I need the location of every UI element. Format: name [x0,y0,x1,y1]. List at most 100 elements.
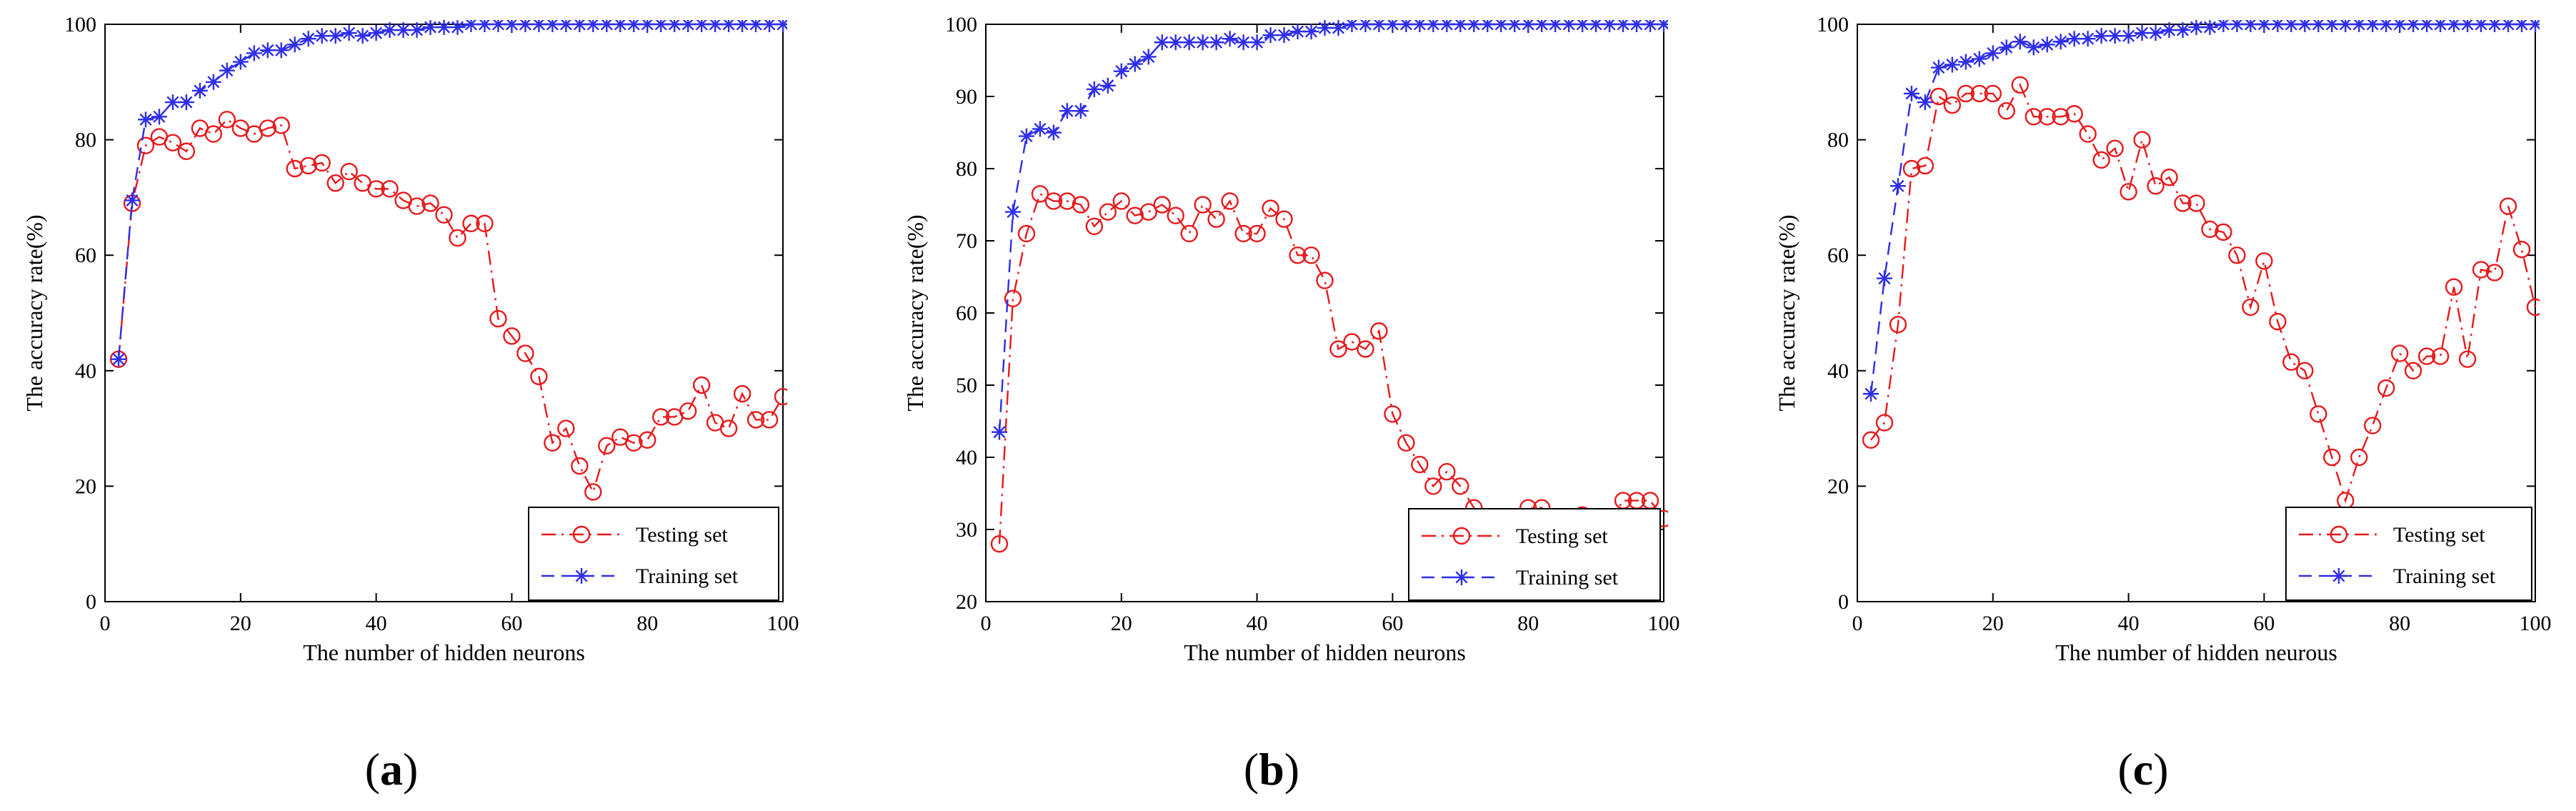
data-point [1181,34,1197,51]
legend: Testing set Training set [528,507,779,601]
asterisk-stroke [1169,36,1182,49]
data-point [2215,223,2232,242]
data-point [1642,20,1659,32]
data-point [774,387,787,406]
data-point [626,20,642,32]
data-point [1876,270,1892,287]
asterisk-stroke [749,20,762,31]
asterisk-stroke [1156,36,1169,49]
data-point [178,94,194,111]
data-point [2458,350,2477,368]
asterisk-stroke [2298,20,2311,31]
data-point [2283,20,2300,32]
asterisk-stroke [1304,25,1318,38]
data-point [1439,20,1455,32]
data-point [2499,197,2517,215]
asterisk-stroke [682,20,694,31]
data-point [2351,20,2367,32]
data-point [2134,25,2150,41]
asterisk-stroke [2312,20,2325,31]
data-point [313,154,331,172]
asterisk-stroke [1386,20,1399,31]
asterisk-stroke [1960,55,1972,69]
data-point [2052,108,2070,126]
data-point [503,327,521,345]
data-point [2160,168,2178,186]
asterisk-stroke [1020,130,1033,143]
data-point [2487,20,2503,32]
data-point [1153,196,1171,214]
data-point [571,457,589,475]
y-tick-label: 90 [956,85,977,109]
y-tick-label: 100 [64,13,96,36]
data-point [584,483,602,501]
panel-a: 0 20 40 60 80 100 0 20 40 60 80 100 The number of hi… [21,13,799,795]
legend-box [1408,508,1661,601]
data-point [2052,34,2069,50]
asterisk-stroke [1535,20,1547,31]
data-point [1289,247,1307,264]
asterisk-stroke [1987,46,2000,59]
data-point [571,20,588,32]
panel-label: (b) [1244,744,1299,795]
asterisk-stroke [1210,36,1223,49]
asterisk-stroke [1034,122,1047,135]
data-point [1085,217,1104,235]
data-point [2256,20,2272,32]
asterisk-stroke [1905,87,1918,100]
data-point [449,20,466,36]
asterisk-stroke [126,194,139,207]
asterisk-stroke [519,20,531,31]
data-point [1126,207,1144,224]
data-point [517,20,534,32]
panel-label: (a) [365,744,419,795]
y-tick-label: 70 [956,229,977,253]
data-point [1930,59,1947,76]
data-point [1957,84,1975,103]
series-line-testing [998,192,1664,544]
data-point [2065,105,2083,123]
asterisk-stroke [559,20,572,31]
asterisk-stroke [709,20,721,31]
asterisk-stroke [2136,26,2149,39]
data-point [2147,177,2165,195]
asterisk-stroke [397,24,410,36]
asterisk-stroke [275,44,288,56]
data-point [232,54,249,70]
asterisk-stroke [2339,20,2351,31]
asterisk-stroke [1919,96,1932,109]
data-point [612,20,629,32]
data-point [692,376,711,394]
asterisk-stroke [1508,20,1520,31]
asterisk-stroke [2529,20,2540,31]
data-point [1479,20,1496,32]
data-point [1997,101,2015,120]
data-point [530,367,548,386]
asterisk-stroke [112,353,125,366]
legend-marker [2330,525,2348,544]
asterisk-stroke [2203,21,2217,34]
asterisk-stroke [139,113,152,126]
data-point [299,156,317,175]
data-point [422,20,439,36]
asterisk-stroke [1237,36,1250,49]
asterisk-stroke [2271,20,2284,31]
asterisk-stroke [654,20,667,31]
data-point [1985,45,2001,61]
y-tick-label: 20 [956,590,977,614]
data-point [1656,20,1668,32]
data-point [1180,224,1198,243]
x-axis-label: The number of hidden neurons [303,640,585,665]
asterisk-stroke [2420,20,2432,31]
y-tick-label: 100 [945,13,977,36]
asterisk-stroke [2434,20,2446,31]
data-point [246,45,262,61]
asterisk-stroke [1427,20,1439,31]
asterisk-stroke [1047,126,1060,139]
data-point [164,134,182,151]
data-point [2106,139,2124,157]
asterisk-stroke [1264,29,1277,41]
data-point [1944,56,1960,73]
data-point [694,20,710,32]
